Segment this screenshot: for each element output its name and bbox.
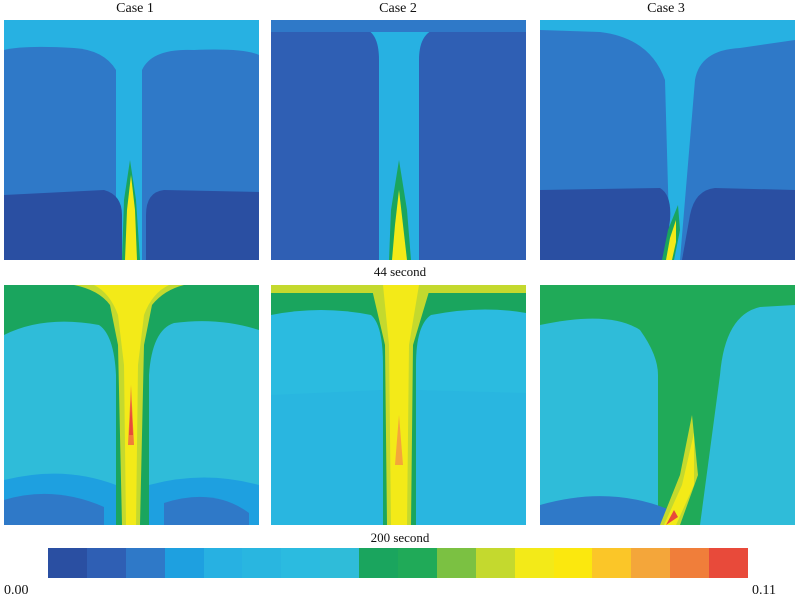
- panel-case3-44s: [540, 20, 795, 260]
- color-scale-swatch: [48, 548, 87, 578]
- color-scale-swatch: [125, 548, 165, 578]
- color-scale-swatch: [320, 548, 360, 578]
- color-scale-swatch: [86, 548, 126, 578]
- color-scale-swatch: [281, 548, 321, 578]
- panel-case1-200s: [4, 285, 259, 525]
- color-scale-swatch: [475, 548, 515, 578]
- color-scale-swatch: [553, 548, 593, 578]
- panel-case2-44s: [271, 20, 526, 260]
- color-scale-swatch: [592, 548, 632, 578]
- color-scale-swatch: [398, 548, 437, 578]
- scale-min-label: 0.00: [4, 583, 29, 598]
- panel-case3-200s: [540, 285, 795, 525]
- color-scale-swatch: [242, 548, 282, 578]
- color-scale-swatch: [436, 548, 476, 578]
- color-scale-swatch: [670, 548, 710, 578]
- scale-max-label: 0.11: [752, 583, 776, 598]
- color-scale-swatch: [203, 548, 243, 578]
- color-scale-swatch: [359, 548, 399, 578]
- color-scale-swatch: [514, 548, 554, 578]
- color-scale-swatch: [164, 548, 204, 578]
- time-label-44s: 44 second: [373, 264, 427, 279]
- panel-case1-44s: [4, 20, 259, 260]
- case-3-label: Case 3: [647, 1, 685, 16]
- case-2-label: Case 2: [379, 1, 417, 16]
- case-1-label: Case 1: [116, 1, 154, 16]
- panel-case2-200s: [271, 285, 526, 525]
- color-scale-swatch: [631, 548, 671, 578]
- time-label-200s: 200 second: [370, 530, 430, 545]
- color-scale-bar: [48, 548, 749, 578]
- color-scale-swatch: [709, 548, 749, 578]
